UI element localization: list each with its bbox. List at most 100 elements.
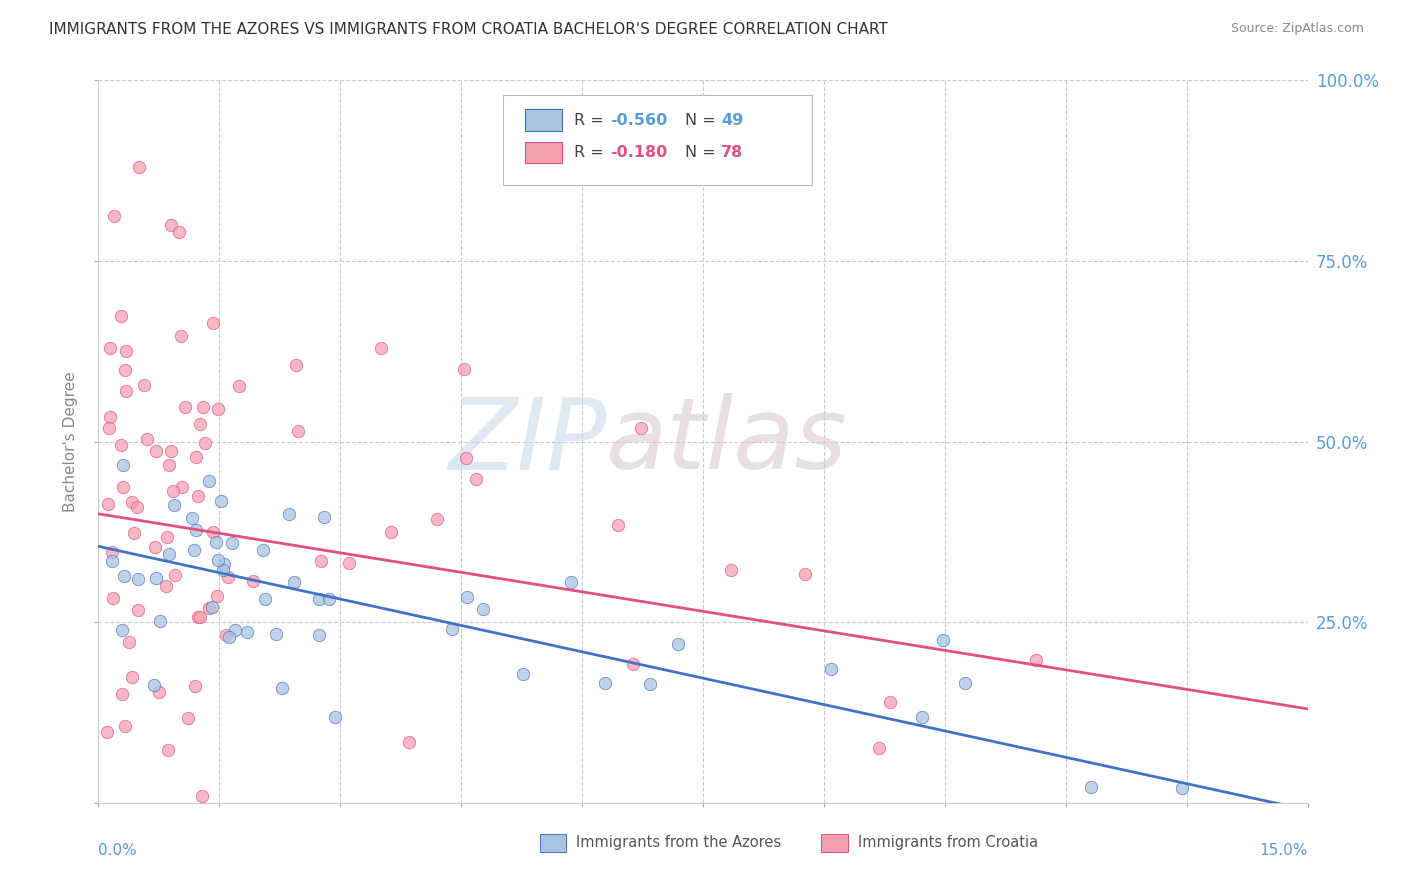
Point — [911, 709, 934, 723]
Text: IMMIGRANTS FROM THE AZORES VS IMMIGRANTS FROM CROATIA BACHELOR'S DEGREE CORRELAT: IMMIGRANTS FROM THE AZORES VS IMMIGRANTS… — [49, 22, 889, 37]
Point — [110, 310, 132, 324]
Point — [181, 510, 204, 524]
Point — [932, 633, 955, 648]
Point — [638, 677, 661, 691]
Point — [184, 523, 207, 537]
Text: R =: R = — [574, 145, 609, 160]
Point — [191, 789, 214, 803]
Point — [118, 635, 141, 649]
Point — [160, 443, 183, 458]
Point — [188, 417, 211, 431]
Point — [114, 363, 136, 377]
Point — [160, 218, 183, 232]
Point — [606, 518, 628, 533]
Point — [370, 341, 392, 355]
Point — [112, 458, 135, 472]
Point — [205, 590, 228, 604]
Point — [127, 602, 149, 616]
Point — [879, 695, 901, 709]
Point — [136, 432, 159, 446]
Point — [471, 601, 494, 615]
Point — [114, 343, 136, 358]
Point — [221, 536, 243, 550]
Text: Immigrants from Croatia: Immigrants from Croatia — [858, 835, 1038, 850]
Point — [314, 510, 336, 524]
Point — [207, 553, 229, 567]
Text: 15.0%: 15.0% — [1260, 843, 1308, 857]
Point — [1025, 653, 1047, 667]
Point — [143, 540, 166, 554]
FancyBboxPatch shape — [526, 109, 561, 131]
Point — [110, 438, 132, 452]
Point — [145, 570, 167, 584]
Point — [186, 450, 208, 464]
Point — [98, 341, 121, 355]
Point — [212, 563, 235, 577]
Text: N =: N = — [685, 145, 721, 160]
Point — [224, 624, 246, 638]
Point — [170, 479, 193, 493]
Point — [162, 483, 184, 498]
Point — [111, 623, 134, 637]
Point — [242, 574, 264, 588]
Point — [121, 495, 143, 509]
Point — [228, 379, 250, 393]
Point — [103, 209, 125, 223]
Point — [128, 160, 150, 174]
Point — [283, 575, 305, 590]
Point — [101, 554, 124, 568]
Point — [308, 628, 330, 642]
Point — [630, 421, 652, 435]
Point — [287, 425, 309, 439]
Point — [465, 472, 488, 486]
Point — [184, 679, 207, 693]
Point — [111, 687, 134, 701]
Point — [98, 421, 121, 435]
Point — [456, 590, 478, 604]
Point — [869, 741, 891, 756]
Point — [183, 543, 205, 558]
Point — [193, 400, 215, 414]
Text: 49: 49 — [721, 112, 744, 128]
FancyBboxPatch shape — [503, 95, 811, 185]
Point — [100, 545, 122, 559]
Point — [454, 450, 477, 465]
Point — [271, 681, 294, 695]
Point — [122, 525, 145, 540]
Point — [426, 512, 449, 526]
FancyBboxPatch shape — [821, 833, 848, 852]
Point — [820, 662, 842, 676]
Point — [252, 543, 274, 558]
Point — [174, 401, 197, 415]
Text: -0.560: -0.560 — [610, 112, 666, 128]
Point — [217, 570, 239, 584]
Point — [100, 409, 122, 424]
Point — [96, 725, 118, 739]
Point — [209, 494, 232, 508]
Point — [720, 563, 742, 577]
Point — [380, 525, 402, 540]
Point — [323, 710, 346, 724]
FancyBboxPatch shape — [526, 142, 561, 163]
Point — [207, 402, 229, 417]
Point — [176, 711, 198, 725]
Point — [114, 719, 136, 733]
Point — [398, 735, 420, 749]
Point — [157, 547, 180, 561]
Point — [149, 614, 172, 628]
Point — [308, 592, 330, 607]
Text: Immigrants from the Azores: Immigrants from the Azores — [576, 835, 782, 850]
Point — [194, 436, 217, 450]
Point — [1170, 781, 1192, 796]
Point — [201, 599, 224, 614]
Text: N =: N = — [685, 112, 721, 128]
Point — [337, 556, 360, 570]
Point — [97, 497, 120, 511]
Point — [218, 630, 240, 644]
Point — [212, 557, 235, 571]
Point — [155, 578, 177, 592]
Point — [254, 591, 277, 606]
Point — [621, 657, 644, 672]
FancyBboxPatch shape — [540, 833, 567, 852]
Point — [114, 384, 136, 398]
